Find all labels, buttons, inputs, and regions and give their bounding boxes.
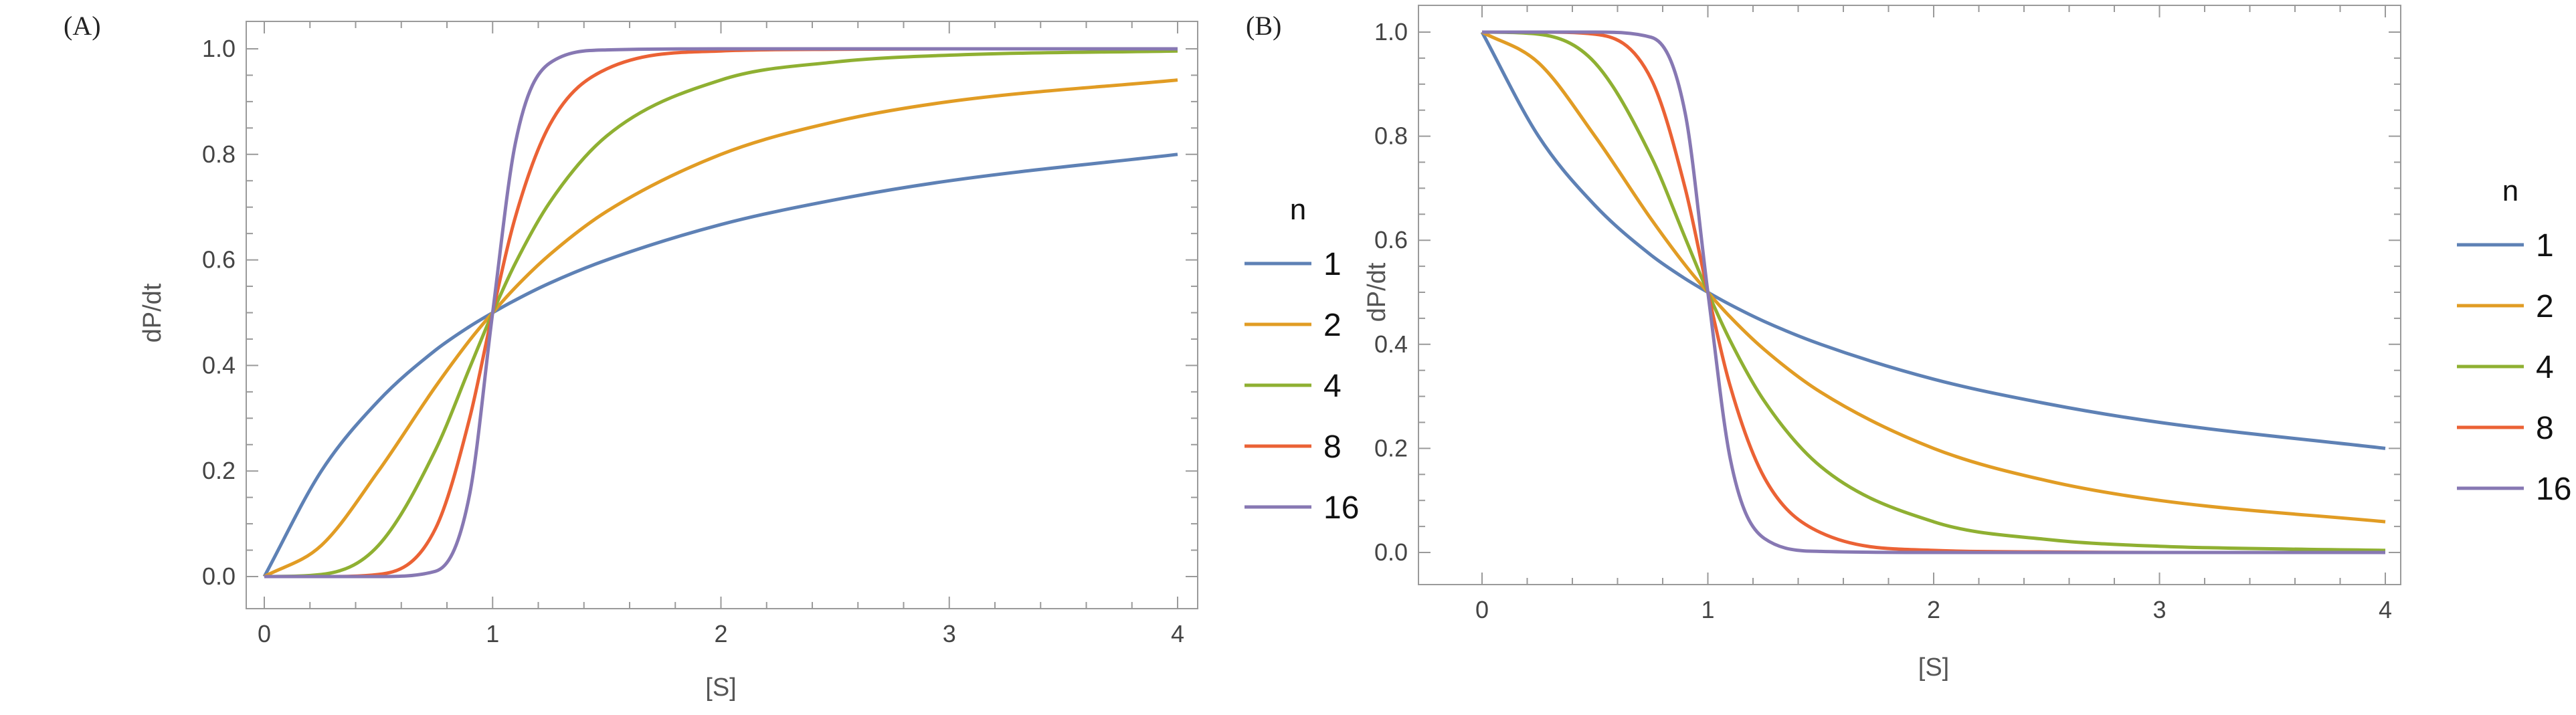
panel-b: (B) 0 1 2 3 40.00.20.40.60.81.0[S]dP/dtn1248…: [1246, 5, 2571, 682]
panel-a-legend-title: n: [1290, 193, 1306, 226]
panel-b-series-line-n4: [1481, 30, 2386, 552]
panel-a-y-axis-label: dP/dt: [139, 283, 167, 342]
panel-a-y-tick-label: 0.8: [202, 140, 236, 168]
panel-a-y-tick-label: 0.0: [202, 563, 236, 590]
panel-a-x-tick-label: 4: [1171, 620, 1184, 647]
panel-a-legend-label-n8: 8: [1323, 429, 1342, 465]
panel-a-y-tick-label: 0.6: [202, 246, 236, 274]
panel-b-y-tick-label: 0.2: [1374, 434, 1408, 462]
panel-a-legend-label-n1: 1: [1323, 247, 1342, 282]
panel-a-x-tick-label: 1: [486, 620, 499, 647]
panel-a-series-line-n4: [264, 49, 1178, 579]
panel-b-legend-label-n1: 1: [2536, 228, 2554, 264]
panel-a-label: (A): [64, 11, 101, 41]
panel-b-x-tick-label: 1: [1701, 596, 1714, 623]
panel-b-y-tick-label: 0.6: [1374, 226, 1408, 253]
panel-b-series-line-n8: [1482, 30, 2385, 554]
panel-b-y-axis-label: dP/dt: [1363, 262, 1391, 322]
panel-b-plot-frame: [1418, 5, 2401, 585]
panel-a-series-line-n2: [263, 78, 1178, 579]
panel-b-x-tick-label: 3: [2152, 596, 2166, 623]
panel-b-x-tick-label: 4: [2379, 596, 2392, 623]
panel-a-series-line-n8: [264, 47, 1178, 579]
panel-b-y-tick-label: 0.4: [1374, 330, 1408, 358]
panel-a-y-tick-label: 0.2: [202, 457, 236, 484]
panel-b-x-tick-label: 2: [1927, 596, 1940, 623]
panel-b-legend-label-n8: 8: [2536, 411, 2554, 446]
panel-b-x-axis-label: [S]: [1918, 653, 1949, 682]
panel-a-series-line-n1: [262, 152, 1178, 578]
panel-b-legend-label-n16: 16: [2536, 472, 2571, 507]
panel-b-label: (B): [1246, 11, 1281, 41]
panel-b-y-tick-label: 1.0: [1374, 18, 1408, 45]
panel-a-legend-label-n2: 2: [1323, 308, 1342, 343]
panel-a-x-tick-label: 2: [714, 620, 727, 647]
panel-a-series-line-n16: [264, 47, 1178, 579]
panel-b-y-tick-label: 0.8: [1374, 122, 1408, 150]
panel-a-legend-label-n4: 4: [1323, 369, 1342, 404]
panel-a-x-tick-label: 3: [943, 620, 956, 647]
panel-a-legend-label-n16: 16: [1323, 490, 1359, 526]
panel-b-series-line-n1: [1480, 31, 2386, 450]
panel-b-x-tick-label: 0: [1475, 596, 1489, 623]
panel-b-y-tick-label: 0.0: [1374, 538, 1408, 566]
panel-a-x-axis-label: [S]: [705, 674, 736, 702]
panel-b-series-line-n16: [1482, 30, 2385, 554]
panel-a-y-tick-label: 1.0: [202, 35, 236, 62]
panel-a-plot-frame: [246, 21, 1198, 609]
panel-b-legend-label-n2: 2: [2536, 289, 2554, 324]
panel-a-x-tick-label: 0: [258, 620, 271, 647]
panel-b-series-line-n2: [1481, 30, 2386, 524]
panel-b-legend-label-n4: 4: [2536, 350, 2554, 385]
panel-a-y-tick-label: 0.4: [202, 351, 236, 379]
panel-a: (A) 0 1 2 3 40.00.20.40.60.81.0[S]dP/dtn1248…: [64, 11, 1359, 702]
panel-b-legend-title: n: [2502, 175, 2518, 207]
